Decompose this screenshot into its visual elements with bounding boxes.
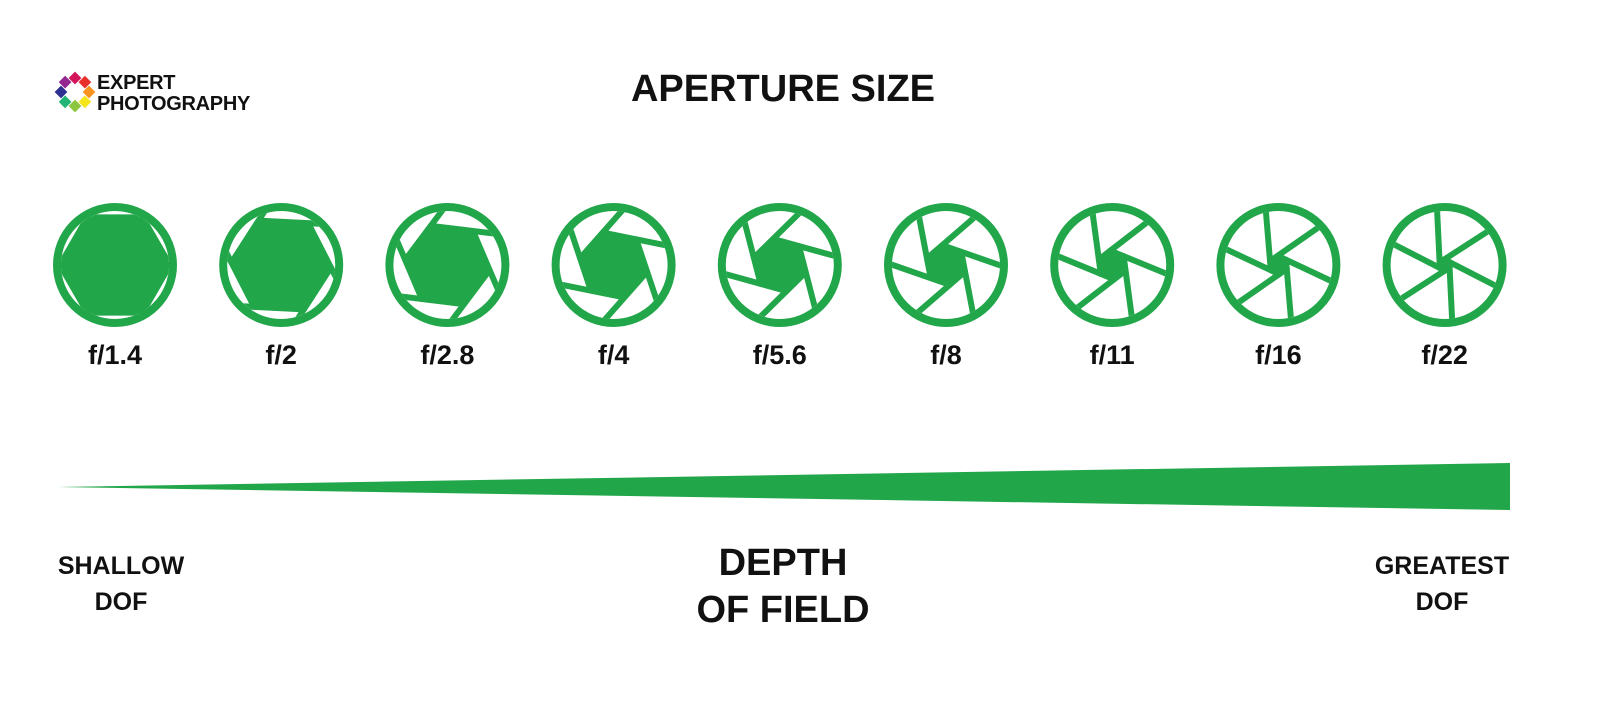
depth-of-field-label: DEPTH OF FIELD xyxy=(583,540,983,634)
aperture-icon xyxy=(53,203,177,327)
aperture-icon xyxy=(717,203,842,327)
logo-square xyxy=(58,95,72,109)
f-stop-label: f/2.8 xyxy=(420,340,475,370)
f-stop-label: f/4 xyxy=(597,340,630,370)
shallow-dof-line2: DOF xyxy=(94,588,148,616)
f-stop-label: f/22 xyxy=(1421,340,1468,370)
f-stop-label: f/1.4 xyxy=(87,340,143,370)
f-stop-label: f/8 xyxy=(930,340,962,370)
page-title: APERTURE SIZE xyxy=(630,68,936,110)
logo-square xyxy=(58,75,72,89)
shallow-dof-line1: SHALLOW xyxy=(57,552,185,580)
aperture-icon xyxy=(219,203,344,327)
shallow-dof-label: SHALLOW DOF xyxy=(21,548,221,620)
logo-text-line1: EXPERT xyxy=(97,72,176,94)
aperture-icon xyxy=(1050,203,1175,327)
aperture-icon xyxy=(551,203,676,327)
greatest-dof-line2: DOF xyxy=(1415,588,1469,616)
dof-line2: OF FIELD xyxy=(696,589,870,631)
f-stop-label: f/2 xyxy=(265,340,297,370)
dof-line1: DEPTH xyxy=(718,542,848,584)
f-stop-label: f/5.6 xyxy=(752,340,807,370)
aperture-icon xyxy=(385,203,510,327)
aperture-icon xyxy=(1216,203,1341,327)
logo-text-line2: PHOTOGRAPHY xyxy=(97,93,251,115)
f-stop-label: f/16 xyxy=(1255,340,1302,370)
greatest-dof-label: GREATEST DOF xyxy=(1342,548,1542,620)
depth-of-field-wedge xyxy=(58,463,1510,510)
greatest-dof-line1: GREATEST xyxy=(1374,552,1510,580)
aperture-icon xyxy=(884,203,1008,327)
f-stop-label: f/11 xyxy=(1089,340,1135,370)
logo-icon xyxy=(54,71,96,113)
